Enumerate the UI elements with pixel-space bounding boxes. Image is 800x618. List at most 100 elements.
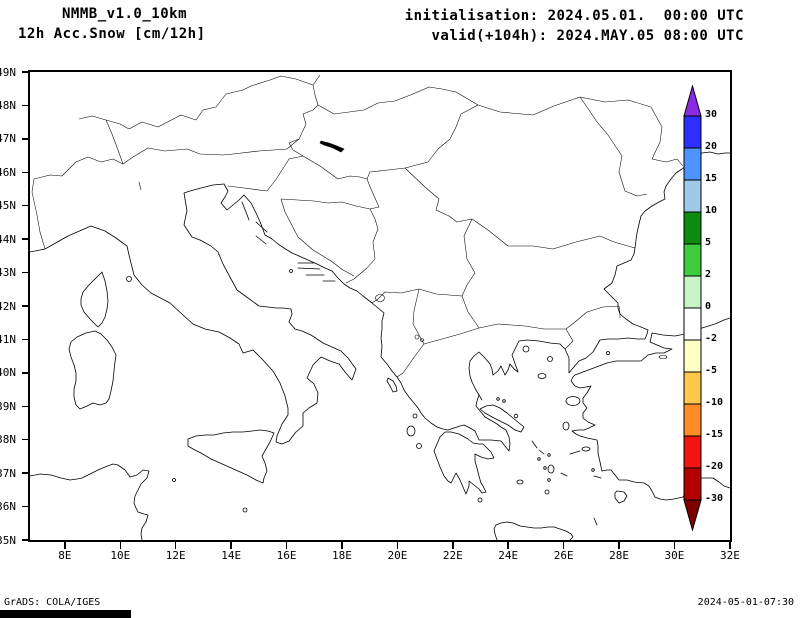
lakes-group bbox=[138, 140, 668, 359]
grads-credit: GrADS: COLA/IGES bbox=[4, 597, 101, 608]
lon-tick-label: 24E bbox=[498, 549, 519, 562]
lon-tick bbox=[285, 542, 288, 549]
colorbar-segment bbox=[683, 467, 702, 501]
lon-tick bbox=[507, 542, 509, 549]
colorbar-segment bbox=[683, 339, 702, 373]
lat-tick-label: 48N bbox=[0, 98, 16, 112]
lon-tick-label: 12E bbox=[165, 549, 186, 562]
coastline-euboea bbox=[479, 404, 525, 433]
colorbar-tick-label: -2 bbox=[705, 333, 718, 344]
lon-tick bbox=[729, 542, 731, 549]
lat-tick bbox=[22, 271, 29, 274]
coastline-sicily bbox=[187, 429, 275, 484]
creation-timestamp: 2024-05-01-07:30 bbox=[697, 597, 794, 608]
lat-tick-label: 35N bbox=[0, 533, 16, 547]
lat-tick bbox=[22, 372, 29, 374]
dalmatian-islands bbox=[241, 201, 336, 282]
lon-tick bbox=[452, 542, 454, 549]
lon-tick bbox=[230, 542, 232, 549]
lon-tick bbox=[341, 542, 343, 549]
lon-tick-label: 14E bbox=[221, 549, 242, 562]
colorbar-segment bbox=[683, 371, 702, 405]
lat-tick bbox=[22, 171, 29, 174]
colorbar-tick-label: -10 bbox=[705, 397, 724, 408]
lon-tick-label: 30E bbox=[664, 549, 685, 562]
lat-tick bbox=[22, 104, 29, 107]
lat-tick bbox=[22, 71, 29, 73]
field-name: 12h Acc.Snow [cm/12h] bbox=[18, 26, 206, 42]
lake-iznik bbox=[658, 355, 668, 359]
lon-tick-label: 10E bbox=[110, 549, 131, 562]
map-frame: 49N 48N 47N 46N 45N 44N 43N 42N 41N 40N 39N 38N 37N 3… bbox=[0, 66, 740, 563]
lat-tick-label: 49N bbox=[0, 65, 16, 79]
colorbar-tick-label: 2 bbox=[705, 269, 712, 280]
lake-ohrid bbox=[414, 334, 420, 340]
lon-tick-label: 26E bbox=[553, 549, 574, 562]
colorbar-tick-label: -5 bbox=[705, 365, 718, 376]
colorbar-segment bbox=[683, 211, 702, 245]
colorbar-tick-label: -20 bbox=[705, 461, 724, 472]
colorbar-tick-label: 0 bbox=[705, 301, 712, 312]
lat-tick bbox=[22, 305, 29, 307]
small-islands bbox=[126, 276, 610, 526]
colorbar-tick-label: 15 bbox=[705, 173, 718, 184]
lon-tick bbox=[396, 542, 399, 549]
colorbar-segment bbox=[683, 307, 702, 341]
lon-tick-label: 8E bbox=[58, 549, 72, 562]
lake-garda bbox=[138, 181, 142, 191]
lat-tick-label: 44N bbox=[0, 232, 16, 246]
coastline-tunisia bbox=[30, 463, 150, 540]
map-svg bbox=[30, 74, 730, 540]
lat-tick-label: 39N bbox=[0, 399, 16, 413]
lat-tick bbox=[22, 438, 29, 441]
coastline-peloponnese bbox=[433, 431, 495, 495]
lat-tick-label: 43N bbox=[0, 266, 16, 280]
lat-tick bbox=[22, 238, 29, 240]
borders-group bbox=[31, 74, 684, 378]
lat-tick bbox=[22, 405, 29, 408]
lake-balaton bbox=[319, 140, 345, 153]
lat-axis: 49N 48N 47N 46N 45N 44N 43N 42N 41N 40N 39N 38N 37N 3… bbox=[0, 66, 30, 547]
colorbar-segment bbox=[683, 115, 702, 149]
lon-tick bbox=[618, 542, 620, 549]
lake-prespa bbox=[420, 338, 424, 342]
coastline-crete bbox=[493, 521, 574, 540]
valid-time: valid(+104h): 2024.MAY.05 08:00 UTC bbox=[431, 28, 744, 44]
coastline-balkans bbox=[220, 151, 730, 452]
model-name: NMMB_v1.0_10km bbox=[62, 6, 188, 22]
lat-tick-label: 42N bbox=[0, 299, 16, 313]
lon-tick bbox=[174, 542, 177, 549]
lon-tick-label: 28E bbox=[609, 549, 629, 562]
lon-tick-label: 18E bbox=[332, 549, 352, 562]
colorbar-segment bbox=[683, 403, 702, 437]
colorbar: 30 20 15 10 5 2 0 -2 -5 -10 -15 -20 -30 bbox=[683, 84, 729, 532]
lat-tick-label: 40N bbox=[0, 366, 16, 380]
coastline-anatolia bbox=[570, 317, 730, 501]
colorbar-top-arrow bbox=[683, 84, 702, 117]
colorbar-bottom-arrow bbox=[683, 499, 702, 532]
lat-tick bbox=[22, 138, 29, 140]
colorbar-tick-label: 20 bbox=[705, 141, 718, 152]
lake-scutari bbox=[375, 294, 385, 302]
coastline-rhodes bbox=[614, 490, 628, 504]
lat-tick-label: 41N bbox=[0, 332, 16, 346]
colorbar-segment bbox=[683, 243, 702, 277]
colorbar-segment bbox=[683, 179, 702, 213]
lat-tick bbox=[22, 338, 29, 341]
lat-tick bbox=[22, 539, 29, 541]
coastline-corfu bbox=[386, 377, 398, 393]
lat-tick-label: 47N bbox=[0, 132, 16, 146]
lat-tick-label: 37N bbox=[0, 466, 16, 480]
coastline-sardinia bbox=[68, 330, 117, 410]
lat-tick-label: 46N bbox=[0, 165, 16, 179]
coastlines-group bbox=[30, 151, 730, 540]
lon-tick bbox=[119, 542, 122, 549]
init-time: initialisation: 2024.05.01. 00:00 UTC bbox=[404, 8, 744, 24]
lat-tick bbox=[22, 505, 29, 508]
colorbar-tick-label: -30 bbox=[705, 493, 724, 504]
lat-tick bbox=[22, 472, 29, 474]
lon-tick bbox=[64, 542, 66, 549]
colorbar-segment bbox=[683, 147, 702, 181]
colorbar-tick-label: 30 bbox=[705, 109, 718, 120]
